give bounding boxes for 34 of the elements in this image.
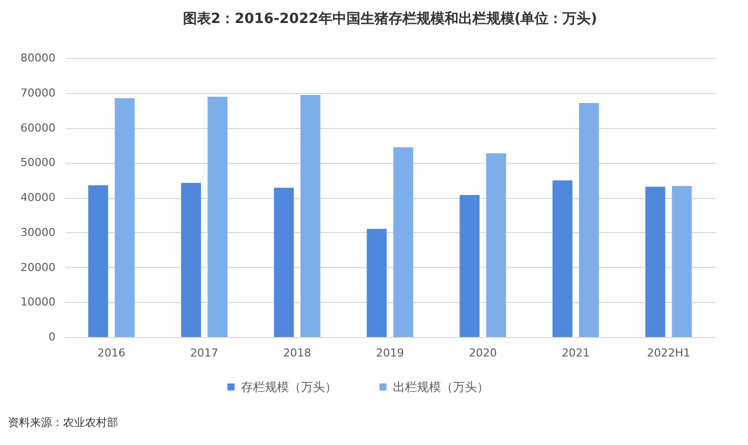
bar bbox=[274, 188, 294, 337]
x-tick-label: 2016 bbox=[97, 346, 126, 360]
y-tick-label: 30000 bbox=[20, 226, 56, 239]
y-tick-label: 50000 bbox=[20, 156, 56, 170]
bar bbox=[208, 96, 228, 337]
bar bbox=[366, 228, 387, 337]
y-tick-label: 80000 bbox=[20, 52, 56, 64]
bar bbox=[579, 102, 599, 337]
x-tick-label: 2017 bbox=[190, 346, 218, 360]
y-tick-label: 70000 bbox=[20, 86, 56, 100]
bar bbox=[552, 180, 572, 337]
bar bbox=[181, 182, 201, 337]
x-tick-label: 2018 bbox=[283, 346, 312, 360]
bar bbox=[393, 147, 414, 337]
legend-label: 存栏规模（万头） bbox=[241, 380, 337, 394]
bar bbox=[114, 98, 135, 337]
x-tick-label: 2020 bbox=[468, 346, 497, 360]
bar bbox=[88, 185, 108, 337]
bar bbox=[672, 186, 692, 337]
y-tick-label: 10000 bbox=[20, 296, 56, 309]
text: 资料来源：农业农村部 bbox=[8, 416, 118, 429]
bar bbox=[645, 186, 666, 337]
x-tick-label: 2019 bbox=[376, 346, 404, 360]
bar bbox=[486, 153, 506, 337]
legend-label: 出栏规模（万头） bbox=[393, 380, 489, 394]
chart-title: 图表2：2016-2022年中国生猪存栏规模和出栏规模(单位：万头) bbox=[182, 11, 598, 27]
y-tick-label: 60000 bbox=[20, 121, 56, 134]
y-tick-label: 0 bbox=[48, 330, 56, 344]
y-tick-label: 40000 bbox=[20, 191, 56, 204]
y-tick-label: 20000 bbox=[20, 260, 56, 274]
x-tick-label: 2021 bbox=[562, 346, 590, 360]
x-tick-label: 2022H1 bbox=[646, 346, 690, 360]
bar bbox=[300, 94, 320, 337]
bar bbox=[460, 195, 480, 337]
